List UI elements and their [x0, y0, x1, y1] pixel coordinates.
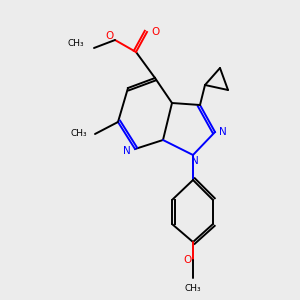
- Text: N: N: [123, 146, 131, 156]
- Text: N: N: [219, 127, 227, 137]
- Text: CH₃: CH₃: [68, 40, 84, 49]
- Text: CH₃: CH₃: [70, 130, 87, 139]
- Text: N: N: [191, 156, 199, 166]
- Text: CH₃: CH₃: [185, 284, 201, 293]
- Text: O: O: [105, 31, 113, 41]
- Text: O: O: [183, 255, 191, 265]
- Text: O: O: [151, 27, 159, 37]
